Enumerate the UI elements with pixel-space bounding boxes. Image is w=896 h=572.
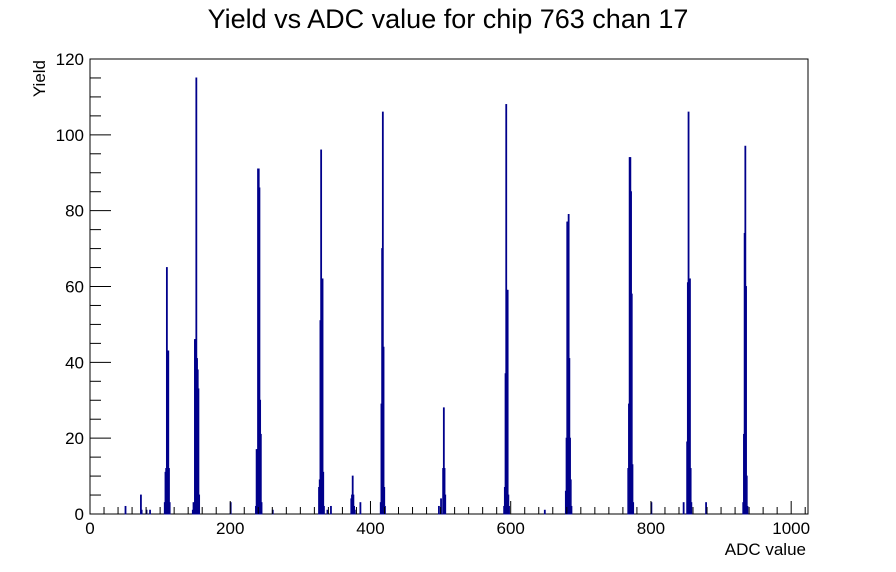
histogram-bin [570,505,573,515]
histogram-bin [330,505,332,515]
histogram-bin [124,505,127,515]
x-axis-label: ADC value [725,540,806,559]
histogram-bin [359,502,362,515]
histogram-bin [632,502,635,515]
chart-title: Yield vs ADC value for chip 763 chan 17 [208,4,689,34]
histogram-bin [259,433,262,515]
histogram-bin [506,289,509,515]
histogram-bin [438,505,440,515]
y-tick-label: 120 [56,50,84,69]
histogram-bin [746,505,749,515]
x-tick-label: 0 [85,519,94,538]
x-tick-label: 600 [497,519,525,538]
histogram-bin [508,505,510,515]
x-tick-label: 400 [356,519,384,538]
histogram-bin [168,502,171,515]
y-tick-label: 20 [65,429,84,448]
histogram-bin [149,509,151,515]
x-tick-label: 200 [216,519,244,538]
histogram-bin [353,509,356,515]
x-axis-ticks: 0 200 400 600 800 1000 [85,501,810,538]
histogram-bin [444,494,447,515]
x-tick-label: 800 [637,519,665,538]
histogram-bin [690,502,693,515]
x-tick-label: 1000 [772,519,810,538]
y-axis-ticks: 0 20 40 60 80 100 120 [56,50,111,524]
y-tick-label: 100 [56,126,84,145]
histogram-bin [260,502,263,515]
histogram-bin [323,505,325,515]
y-tick-label: 60 [65,278,84,297]
histogram-bin [705,502,707,515]
histogram-bin [682,502,685,515]
histogram-bin [140,509,143,515]
histogram-bars [124,77,749,515]
y-axis-label: Yield [30,60,49,97]
histogram-bin [198,494,201,515]
histogram-bin [543,509,546,515]
y-tick-label: 0 [75,505,84,524]
histogram-bin [326,509,329,515]
y-tick-label: 40 [65,353,84,372]
y-tick-label: 80 [65,202,84,221]
